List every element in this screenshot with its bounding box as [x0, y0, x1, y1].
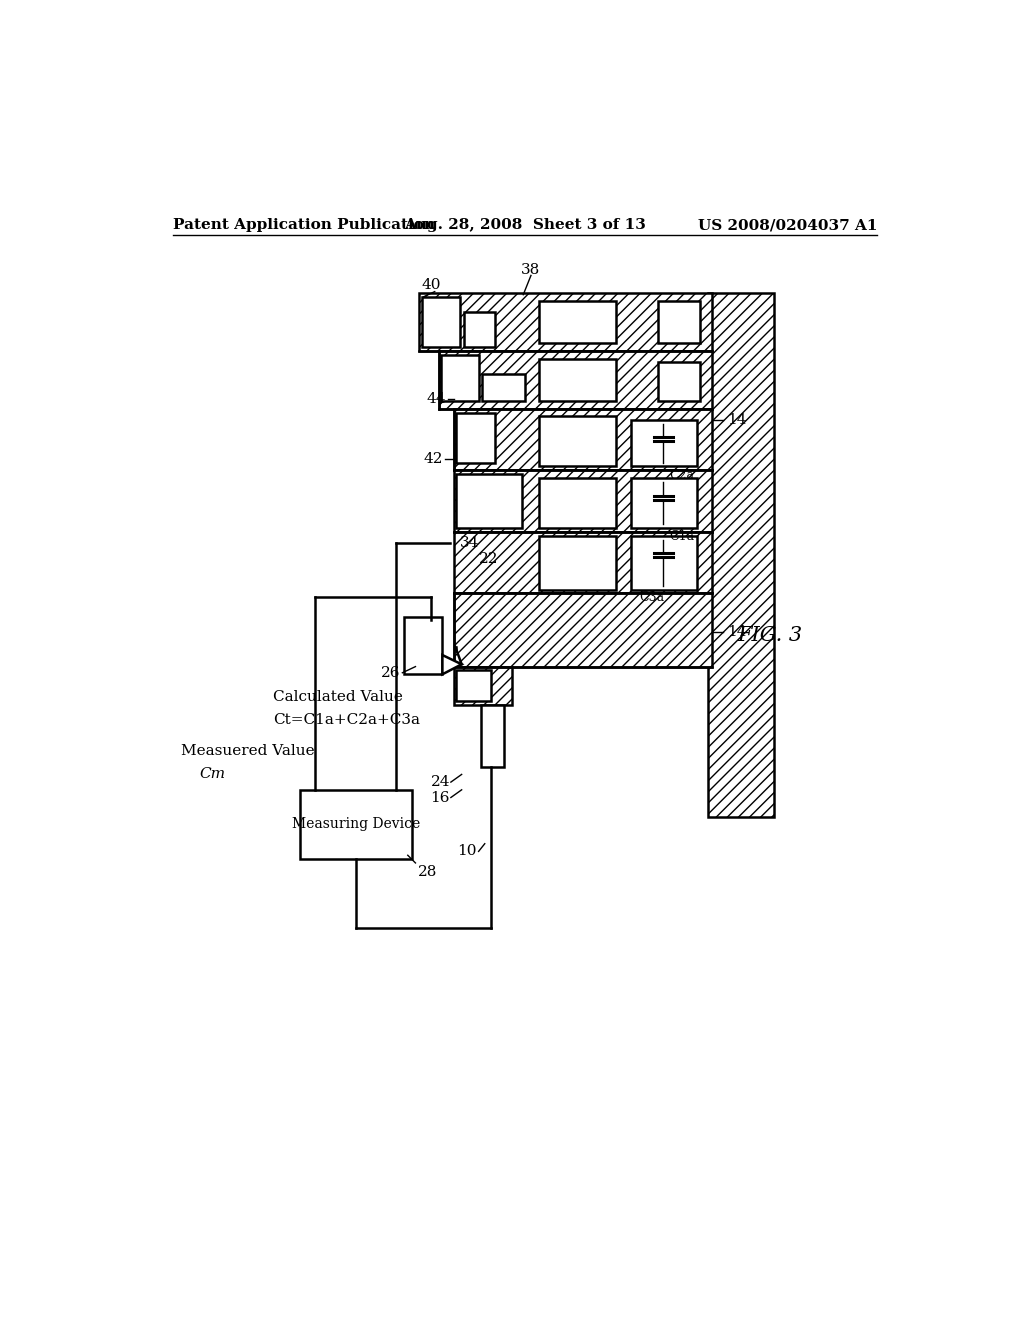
Bar: [539, 301, 615, 343]
Text: 26: 26: [381, 665, 400, 680]
Bar: [708, 293, 773, 817]
Polygon shape: [442, 655, 462, 675]
Text: C3a: C3a: [639, 591, 664, 605]
Bar: [482, 374, 524, 401]
Bar: [457, 474, 521, 528]
Text: 42: 42: [424, 451, 443, 466]
Text: C1a: C1a: [670, 529, 694, 543]
Text: 44: 44: [427, 392, 446, 405]
Text: Aug. 28, 2008  Sheet 3 of 13: Aug. 28, 2008 Sheet 3 of 13: [403, 218, 646, 232]
Bar: [539, 416, 615, 466]
Text: 40: 40: [421, 279, 440, 293]
Text: US 2008/0204037 A1: US 2008/0204037 A1: [698, 218, 878, 232]
Bar: [422, 297, 460, 347]
Bar: [438, 351, 712, 409]
Bar: [403, 616, 442, 675]
Bar: [419, 293, 712, 351]
Text: Measuered Value: Measuered Value: [180, 744, 314, 758]
Bar: [539, 478, 615, 528]
Text: Cm: Cm: [200, 767, 226, 781]
Bar: [457, 412, 495, 462]
Bar: [631, 536, 696, 590]
Text: 14: 14: [727, 624, 746, 639]
Bar: [441, 355, 479, 401]
Bar: [631, 420, 696, 466]
Bar: [454, 409, 712, 470]
Text: 16: 16: [431, 791, 451, 804]
Text: 38: 38: [521, 263, 541, 277]
Text: Calculated Value: Calculated Value: [273, 690, 402, 705]
Bar: [539, 536, 615, 590]
Bar: [457, 671, 490, 701]
Bar: [464, 313, 495, 347]
Bar: [481, 705, 504, 767]
Bar: [539, 359, 615, 401]
Bar: [454, 667, 512, 705]
Text: 28: 28: [418, 866, 437, 879]
Bar: [454, 470, 712, 532]
Text: 14: 14: [727, 413, 746, 428]
Text: Patent Application Publication: Patent Application Publication: [173, 218, 435, 232]
Text: 34: 34: [460, 536, 479, 550]
Text: Measuring Device: Measuring Device: [292, 817, 420, 832]
Text: Ct=C1a+C2a+C3a: Ct=C1a+C2a+C3a: [273, 714, 420, 727]
Text: FIG. 3: FIG. 3: [737, 626, 802, 645]
Bar: [300, 789, 412, 859]
Bar: [631, 478, 696, 528]
Bar: [454, 532, 712, 594]
Text: 24: 24: [431, 775, 451, 789]
Text: 10: 10: [458, 845, 477, 858]
Text: C2a: C2a: [670, 470, 694, 483]
Bar: [658, 363, 700, 401]
Bar: [658, 301, 700, 343]
Bar: [454, 594, 712, 667]
Text: 22: 22: [479, 552, 499, 566]
